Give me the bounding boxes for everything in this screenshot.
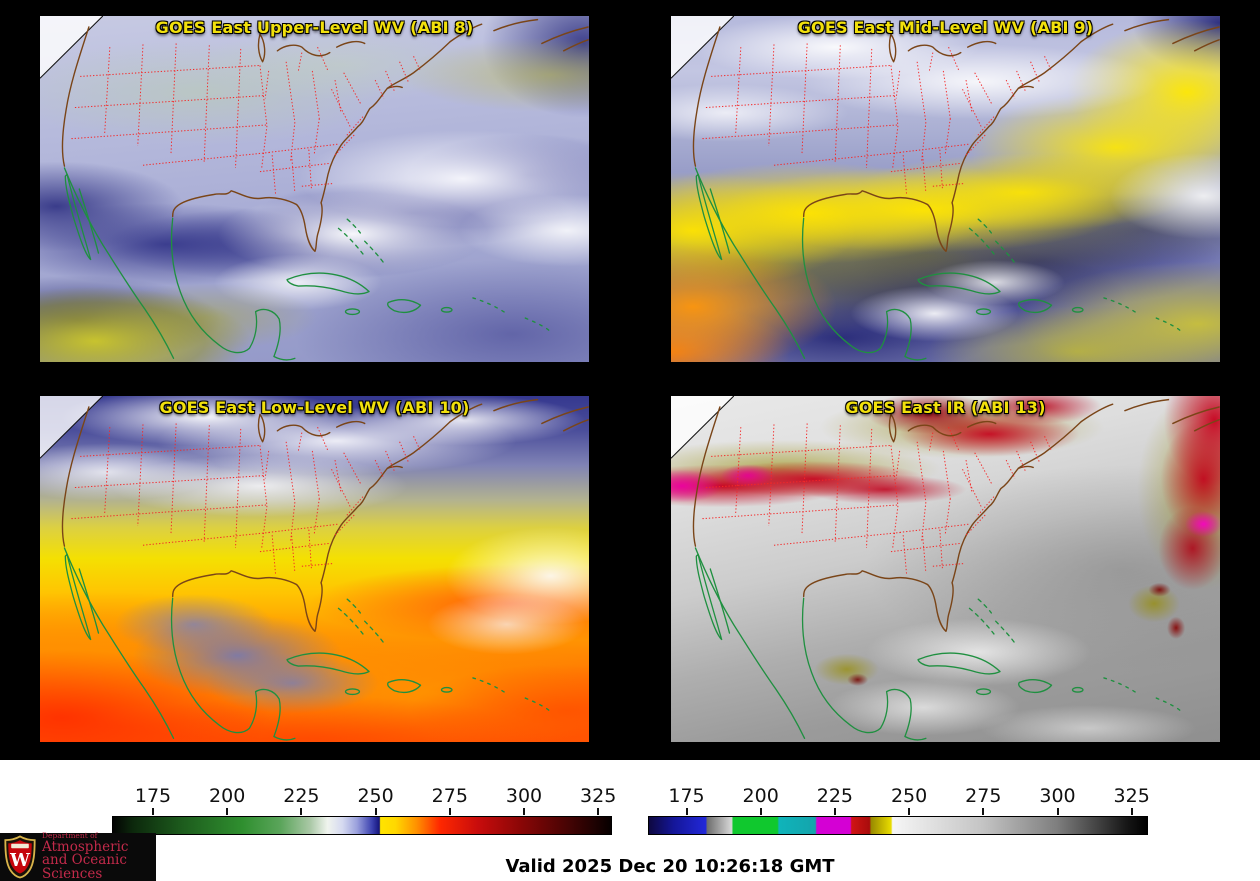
- colorbar-tick-mark: [523, 808, 525, 815]
- scan-edge: [40, 16, 104, 79]
- state-borders: [71, 43, 421, 196]
- satellite-grid: GOES East Upper-Level WV (ABI 8): [0, 0, 1260, 760]
- wv-colorbar-gradient: [112, 816, 612, 835]
- colorbar-tick-mark: [226, 808, 229, 815]
- panel-mid-level-wv: GOES East Mid-Level WV (ABI 9): [671, 16, 1220, 362]
- colorbar-tick-label: 275: [965, 785, 1002, 807]
- latin-coastline: [694, 167, 1182, 361]
- scan-edge: [671, 396, 735, 459]
- panel-upper-level-wv: GOES East Upper-Level WV (ABI 8): [40, 16, 589, 362]
- map-overlay: [671, 16, 1220, 361]
- state-borders: [71, 423, 421, 576]
- latin-coastline: [63, 167, 551, 361]
- satellite-image-abi13: [671, 396, 1220, 742]
- ir-colorbar-gradient: [648, 816, 1148, 835]
- colorbar-tick-label: 175: [134, 785, 172, 807]
- latin-coastline: [694, 547, 1182, 741]
- uw-aos-logo-text: Department of Atmospheric and Oceanic Sc…: [42, 832, 152, 881]
- colorbar-tick-label: 300: [1039, 785, 1076, 807]
- colorbar-tick-label: 325: [1113, 785, 1150, 807]
- colorbar-tick-mark: [152, 808, 154, 815]
- colorbar-tick-mark: [833, 808, 836, 815]
- map-overlay-slot: [40, 396, 589, 742]
- wv-colorbar-tick-marks: [112, 808, 612, 816]
- colorbar-tick-label: 200: [742, 785, 779, 807]
- map-overlay: [40, 396, 589, 741]
- map-overlay-slot: [671, 396, 1220, 742]
- colorbar-tick-label: 325: [580, 785, 617, 807]
- latin-coastline: [63, 547, 551, 741]
- colorbar-tick-label: 250: [890, 785, 928, 807]
- state-borders: [702, 43, 1052, 196]
- ir-colorbar-tick-marks: [648, 808, 1148, 816]
- colorbar-tick-label: 175: [668, 785, 705, 807]
- us-coastline: [692, 398, 1220, 632]
- logo-atmospheric-line: Atmospheric: [42, 838, 129, 855]
- scan-edge: [671, 16, 735, 79]
- colorbar-tick-label: 275: [431, 785, 468, 807]
- logo-department-line: Department of: [42, 831, 98, 841]
- colorbar-tick-mark: [982, 808, 985, 815]
- colorbar-tick-label: 225: [283, 785, 320, 807]
- ir-colorbar: 175 200 225 250 275 300 325: [648, 785, 1150, 837]
- state-borders: [702, 423, 1052, 576]
- colorbar-tick-label: 225: [816, 785, 854, 807]
- us-coastline: [61, 18, 589, 252]
- satellite-image-abi10: [40, 396, 589, 742]
- svg-text:W: W: [9, 850, 30, 871]
- map-overlay: [671, 396, 1220, 741]
- us-coastline: [692, 18, 1220, 252]
- uw-crest-icon: W: [4, 835, 36, 879]
- colorbar-tick-mark: [1130, 808, 1133, 815]
- colorbar-tick-mark: [374, 808, 377, 815]
- colorbar-tick-label: 300: [505, 785, 543, 807]
- us-coastline: [61, 398, 589, 632]
- map-overlay: [40, 16, 589, 361]
- colorbar-tick-mark: [448, 808, 451, 815]
- panel-low-level-wv: GOES East Low-Level WV (ABI 10): [40, 396, 589, 742]
- colorbar-tick-mark: [1056, 808, 1059, 815]
- wv-colorbar: 175 200 225 250 275 300 325: [112, 785, 616, 837]
- colorbar-tick-mark: [685, 808, 688, 815]
- satellite-image-abi9: [671, 16, 1220, 362]
- colorbar-tick-label: 200: [209, 785, 246, 807]
- logo-oceanic-line: and Oceanic Sciences: [42, 852, 127, 881]
- ir-colorbar-tick-labels: 175 200 225 250 275 300 325: [648, 785, 1150, 808]
- colorbar-tick-label: 250: [357, 785, 394, 807]
- satellite-image-abi8: [40, 16, 589, 362]
- colorbar-tick-mark: [759, 808, 762, 815]
- valid-timestamp: Valid 2025 Dec 20 10:26:18 GMT: [505, 856, 835, 877]
- map-overlay-slot: [671, 16, 1220, 362]
- wv-colorbar-tick-labels: 175 200 225 250 275 300 325: [112, 785, 616, 808]
- uw-aos-logo: W Department of Atmospheric and Oceanic …: [0, 832, 156, 881]
- scan-edge: [40, 396, 104, 459]
- map-overlay-slot: [40, 16, 589, 362]
- colorbar-tick-mark: [300, 808, 303, 815]
- panel-ir: GOES East IR (ABI 13): [671, 396, 1220, 742]
- colorbar-tick-mark: [908, 808, 911, 815]
- colorbar-tick-mark: [597, 808, 600, 815]
